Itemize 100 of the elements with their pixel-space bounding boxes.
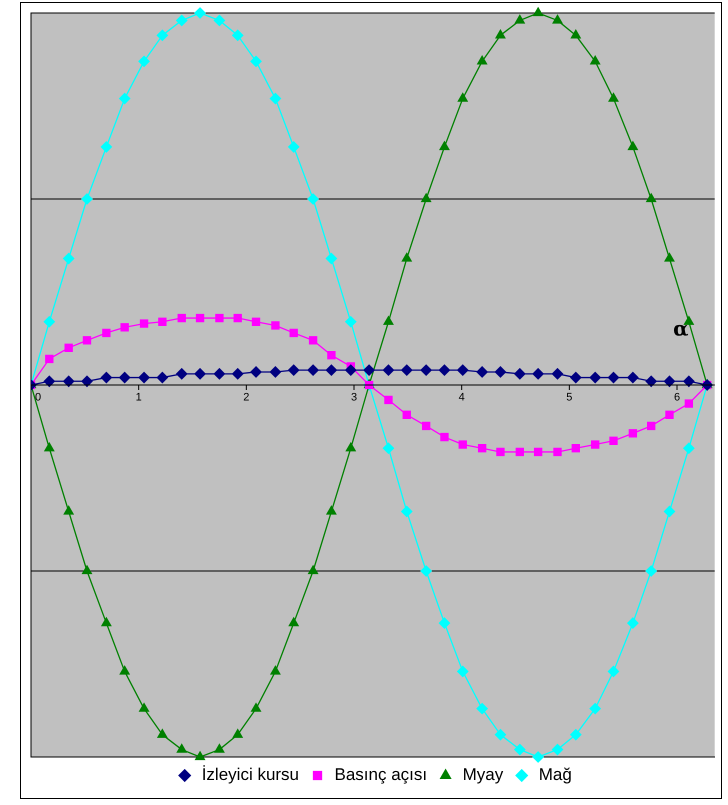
point xyxy=(326,506,336,515)
point xyxy=(270,92,282,104)
point xyxy=(609,436,618,445)
point xyxy=(420,565,432,577)
point xyxy=(234,314,242,322)
point xyxy=(195,751,206,760)
legend-label: İzleyici kursu xyxy=(202,765,300,784)
point xyxy=(570,30,581,38)
point xyxy=(64,506,74,515)
point xyxy=(646,193,656,202)
point xyxy=(140,319,148,328)
point xyxy=(307,364,319,376)
point xyxy=(440,432,449,442)
point xyxy=(552,744,564,756)
point xyxy=(646,376,657,387)
point xyxy=(590,702,601,714)
point xyxy=(44,316,55,328)
point xyxy=(271,321,280,330)
point xyxy=(402,252,412,262)
point xyxy=(627,372,639,384)
point xyxy=(628,141,638,150)
point xyxy=(194,7,206,19)
point xyxy=(608,666,620,678)
point xyxy=(44,442,54,452)
point xyxy=(382,442,394,454)
point xyxy=(422,422,430,430)
point xyxy=(120,666,130,675)
point xyxy=(156,372,168,384)
point xyxy=(458,92,468,102)
point xyxy=(176,368,188,380)
point xyxy=(308,336,318,345)
point xyxy=(421,193,432,202)
point xyxy=(270,666,280,675)
point xyxy=(683,442,695,454)
point xyxy=(232,368,244,380)
point xyxy=(552,368,564,380)
annotation: α xyxy=(673,316,689,341)
point xyxy=(288,617,299,626)
point xyxy=(345,364,356,376)
point xyxy=(590,56,600,65)
point xyxy=(194,368,206,380)
point xyxy=(382,364,394,376)
x-tick-label: 6 xyxy=(674,392,680,404)
point xyxy=(402,410,411,419)
point xyxy=(138,372,150,384)
point xyxy=(664,252,674,262)
point xyxy=(156,30,168,41)
point xyxy=(401,506,412,518)
point xyxy=(514,14,525,24)
point xyxy=(684,316,694,325)
point xyxy=(270,366,282,378)
point xyxy=(214,368,226,380)
point xyxy=(100,372,112,384)
point xyxy=(608,372,620,384)
point xyxy=(534,448,542,456)
point xyxy=(288,141,300,153)
point xyxy=(63,376,74,387)
point xyxy=(514,744,526,756)
point xyxy=(176,744,187,753)
x-tick-label: 4 xyxy=(458,392,465,404)
point xyxy=(308,565,318,574)
point xyxy=(570,372,582,384)
point xyxy=(552,14,562,24)
point xyxy=(196,314,204,322)
point xyxy=(646,422,656,430)
point xyxy=(627,617,639,629)
point xyxy=(101,617,112,626)
point xyxy=(458,440,467,449)
x-tick-label: 5 xyxy=(566,392,572,404)
point xyxy=(102,328,111,338)
point xyxy=(307,193,319,205)
point xyxy=(664,376,676,387)
point xyxy=(664,506,676,518)
point xyxy=(477,56,488,65)
point xyxy=(327,351,336,360)
point xyxy=(119,372,130,384)
point xyxy=(81,376,93,387)
point xyxy=(494,366,506,378)
point xyxy=(250,56,262,68)
point xyxy=(157,729,168,738)
point xyxy=(232,729,243,738)
point xyxy=(665,410,674,419)
point xyxy=(383,316,394,325)
point xyxy=(139,702,150,712)
point xyxy=(684,399,694,408)
point xyxy=(438,364,450,376)
legend-label: Myay xyxy=(462,765,504,784)
point xyxy=(100,141,112,153)
point xyxy=(252,318,260,326)
point xyxy=(119,92,130,104)
point xyxy=(628,429,638,438)
point xyxy=(250,366,262,378)
point xyxy=(346,442,356,452)
point xyxy=(608,92,618,102)
point xyxy=(516,448,524,456)
point xyxy=(326,364,338,376)
point xyxy=(363,364,375,376)
point xyxy=(288,364,300,376)
point xyxy=(64,344,73,352)
point xyxy=(495,30,506,38)
